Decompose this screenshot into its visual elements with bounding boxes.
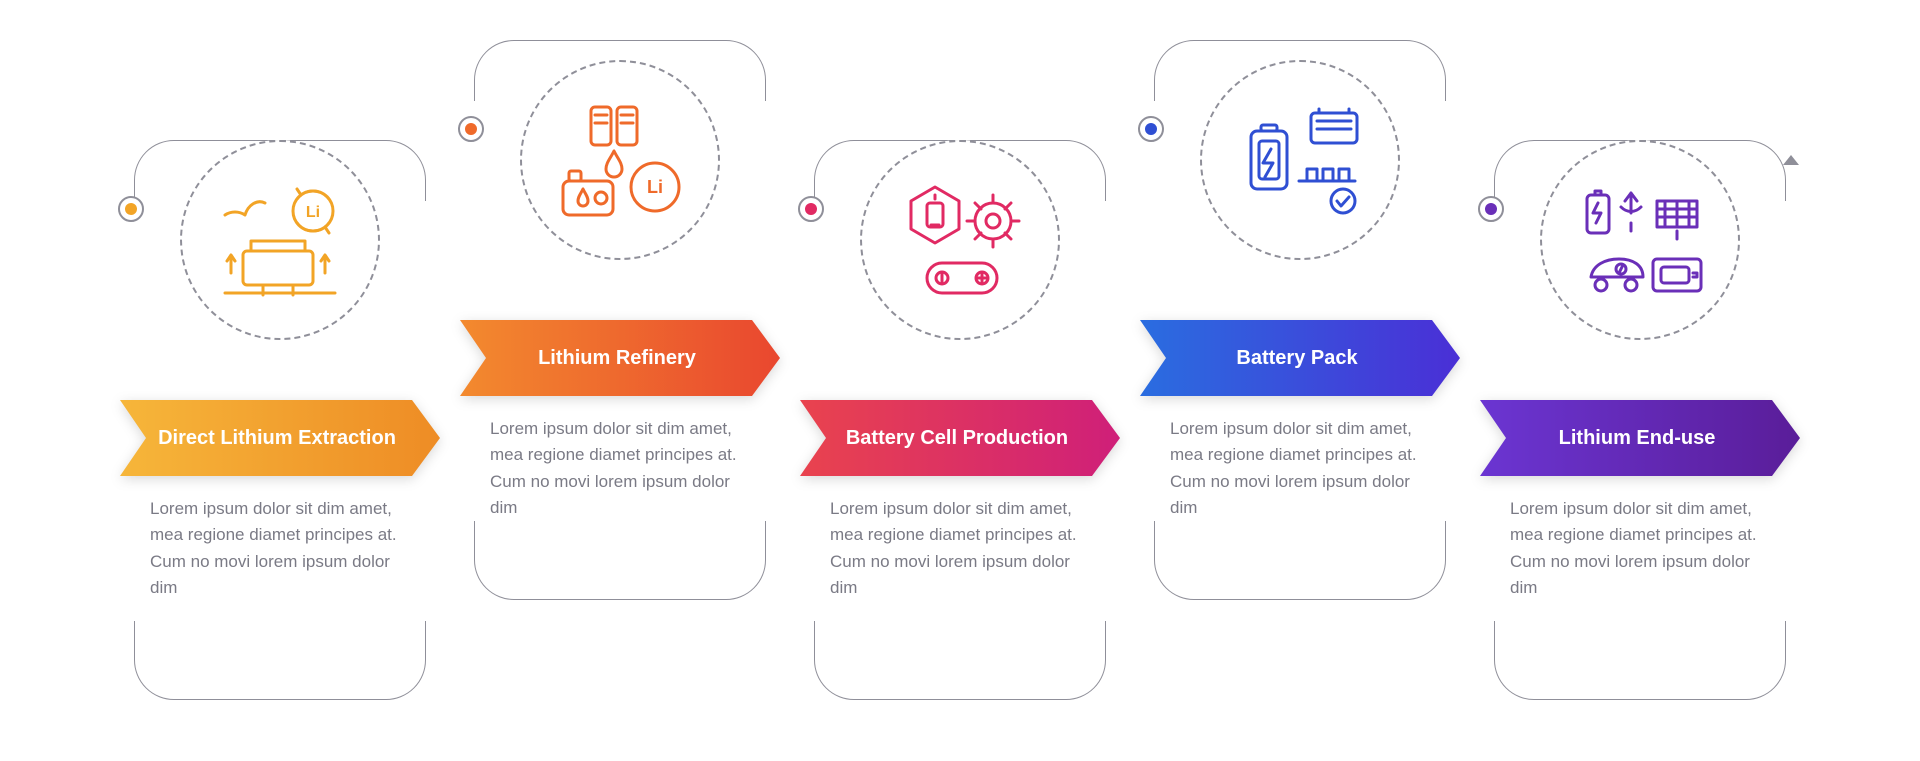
cell-icon bbox=[885, 165, 1035, 315]
step-2: Li Lithium Refinery Lorem ipsum dolor si… bbox=[460, 30, 780, 670]
step-icon-wrap bbox=[1540, 140, 1740, 340]
step-dot bbox=[118, 196, 144, 222]
step-arrow: Direct Lithium Extraction bbox=[120, 400, 440, 476]
step-body: Lorem ipsum dolor sit dim amet, mea regi… bbox=[1170, 416, 1430, 521]
step-icon-wrap bbox=[1200, 60, 1400, 260]
extraction-icon: Li bbox=[205, 165, 355, 315]
step-title: Lithium End-use bbox=[1480, 400, 1800, 476]
step-4: Battery Pack Lorem ipsum dolor sit dim a… bbox=[1140, 30, 1460, 670]
step-1: Li Direct Lithium Extraction Lorem ipsum… bbox=[120, 80, 440, 720]
step-icon-wrap: Li bbox=[520, 60, 720, 260]
step-dot bbox=[458, 116, 484, 142]
step-arrow: Lithium End-use bbox=[1480, 400, 1800, 476]
step-5: Lithium End-use Lorem ipsum dolor sit di… bbox=[1480, 80, 1800, 720]
enduse-icon bbox=[1565, 165, 1715, 315]
step-3: Battery Cell Production Lorem ipsum dolo… bbox=[800, 80, 1120, 720]
svg-text:Li: Li bbox=[306, 204, 320, 221]
step-body: Lorem ipsum dolor sit dim amet, mea regi… bbox=[490, 416, 750, 521]
step-icon-wrap bbox=[860, 140, 1060, 340]
step-dot bbox=[1478, 196, 1504, 222]
step-title: Battery Pack bbox=[1140, 320, 1460, 396]
refinery-icon: Li bbox=[545, 85, 695, 235]
step-body: Lorem ipsum dolor sit dim amet, mea regi… bbox=[830, 496, 1090, 601]
step-title: Lithium Refinery bbox=[460, 320, 780, 396]
step-arrow: Battery Pack bbox=[1140, 320, 1460, 396]
step-dot bbox=[1138, 116, 1164, 142]
step-arrow: Lithium Refinery bbox=[460, 320, 780, 396]
step-body: Lorem ipsum dolor sit dim amet, mea regi… bbox=[150, 496, 410, 601]
step-title: Battery Cell Production bbox=[800, 400, 1120, 476]
step-dot bbox=[798, 196, 824, 222]
step-arrow: Battery Cell Production bbox=[800, 400, 1120, 476]
end-arrowhead bbox=[1783, 155, 1799, 165]
step-title: Direct Lithium Extraction bbox=[120, 400, 440, 476]
step-icon-wrap: Li bbox=[180, 140, 380, 340]
svg-text:Li: Li bbox=[647, 177, 663, 197]
pack-icon bbox=[1225, 85, 1375, 235]
infographic-stage: Li Direct Lithium Extraction Lorem ipsum… bbox=[120, 60, 1800, 700]
step-body: Lorem ipsum dolor sit dim amet, mea regi… bbox=[1510, 496, 1770, 601]
